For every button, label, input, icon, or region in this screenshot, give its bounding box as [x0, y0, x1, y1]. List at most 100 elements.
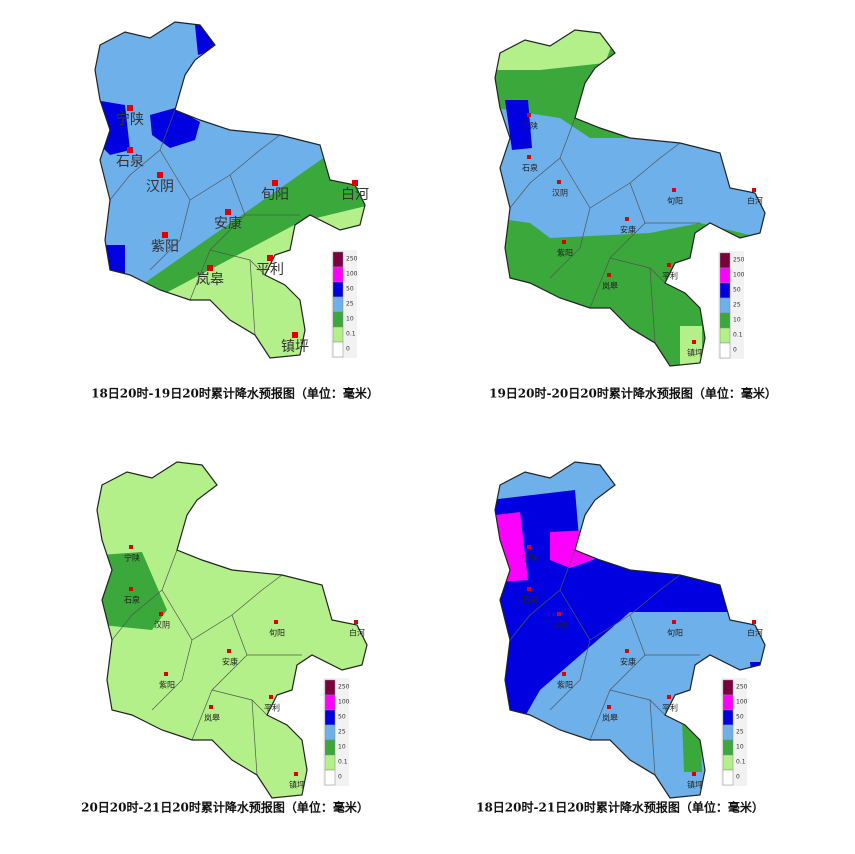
city-marker — [127, 147, 133, 153]
city-label: 宁陕 — [522, 121, 538, 131]
legend-swatch — [719, 252, 731, 269]
city-label: 岚皋 — [196, 272, 224, 288]
city-marker — [352, 180, 358, 186]
city-marker — [752, 620, 756, 624]
city-marker — [562, 240, 566, 244]
county-border — [151, 589, 193, 711]
legend-swatch — [324, 709, 336, 726]
legend-label: 50 — [736, 714, 744, 721]
rain-zone — [680, 326, 702, 366]
county-border — [589, 574, 681, 641]
city-label: 石泉 — [124, 595, 140, 605]
city-label: 旬阳 — [261, 187, 289, 203]
city-label: 旬阳 — [269, 628, 285, 638]
city-marker — [157, 172, 163, 178]
city-marker — [159, 612, 163, 616]
legend-label: 10 — [338, 744, 346, 751]
legend-swatch — [324, 694, 336, 711]
city-label: 紫阳 — [151, 239, 179, 255]
legend-swatch — [324, 769, 336, 786]
city-marker — [527, 587, 531, 591]
city-label: 岚皋 — [204, 713, 220, 723]
city-marker — [225, 209, 231, 215]
city-marker — [667, 695, 671, 699]
legend-label: 0 — [338, 774, 342, 781]
legend-label: 0 — [733, 347, 737, 354]
legend-label: 10 — [346, 316, 354, 323]
city-label: 安康 — [620, 225, 636, 235]
city-label: 岚皋 — [602, 281, 618, 291]
county-border — [111, 549, 178, 641]
rain-zone — [100, 552, 167, 630]
city-label: 石泉 — [522, 163, 538, 173]
county-border — [149, 149, 191, 271]
legend-swatch — [722, 754, 734, 771]
legend-swatch — [324, 679, 336, 696]
legend-label: 250 — [733, 257, 745, 264]
map-caption: 18日20时-21日20时累计降水预报图（单位：毫米） — [476, 800, 764, 815]
region-outline — [94, 21, 366, 359]
region-outline — [494, 29, 766, 367]
city-marker — [527, 545, 531, 549]
legend-label: 10 — [733, 317, 741, 324]
legend-swatch — [324, 739, 336, 756]
legend-swatch — [722, 694, 734, 711]
county-border — [191, 574, 283, 641]
city-marker — [129, 587, 133, 591]
city-label: 安康 — [620, 657, 636, 667]
city-label: 汉阴 — [146, 179, 174, 195]
rain-zone — [495, 30, 620, 70]
legend-label: 25 — [338, 729, 346, 736]
legend-swatch — [719, 282, 731, 299]
city-marker — [672, 188, 676, 192]
legend-label: 100 — [338, 699, 350, 706]
legend-label: 100 — [733, 272, 745, 279]
legend-swatch — [722, 724, 734, 741]
city-marker — [227, 649, 231, 653]
rain-zone — [120, 150, 365, 312]
legend-swatch — [722, 739, 734, 756]
legend-label: 250 — [338, 684, 350, 691]
city-label: 宁陕 — [522, 553, 538, 563]
legend-swatch — [332, 266, 344, 283]
legend-swatch — [324, 754, 336, 771]
city-label: 镇坪 — [687, 780, 703, 790]
city-marker — [207, 265, 213, 271]
city-marker — [692, 772, 696, 776]
city-label: 岚皋 — [602, 713, 618, 723]
city-label: 平利 — [662, 271, 678, 281]
city-marker — [625, 217, 629, 221]
city-marker — [292, 332, 298, 338]
county-border — [251, 699, 258, 776]
city-marker — [625, 649, 629, 653]
county-border — [509, 549, 576, 641]
city-label: 宁陕 — [116, 111, 144, 128]
legend-label: 250 — [736, 684, 748, 691]
city-marker — [562, 672, 566, 676]
legend-swatch — [719, 342, 731, 359]
city-label: 白河 — [747, 196, 763, 206]
county-border — [109, 109, 176, 201]
legend-label: 0 — [346, 346, 350, 353]
legend-swatch — [722, 709, 734, 726]
legend-label: 25 — [733, 302, 741, 309]
city-marker — [692, 340, 696, 344]
city-label: 镇坪 — [687, 348, 703, 358]
city-marker — [557, 612, 561, 616]
city-marker — [209, 705, 213, 709]
city-marker — [269, 695, 273, 699]
map-caption: 19日20时-20日20时累计降水预报图（单位：毫米） — [489, 386, 777, 401]
city-label: 汉阴 — [552, 621, 568, 630]
legend-label: 10 — [736, 744, 744, 751]
legend-label: 0.1 — [733, 332, 743, 339]
city-label: 紫阳 — [557, 681, 573, 690]
county-border — [509, 117, 576, 209]
city-marker — [607, 273, 611, 277]
region-outline — [96, 461, 368, 799]
legend-swatch — [332, 326, 344, 343]
legend-label: 250 — [346, 256, 358, 263]
city-marker — [164, 672, 168, 676]
city-marker — [667, 263, 671, 267]
city-label: 紫阳 — [557, 249, 573, 258]
